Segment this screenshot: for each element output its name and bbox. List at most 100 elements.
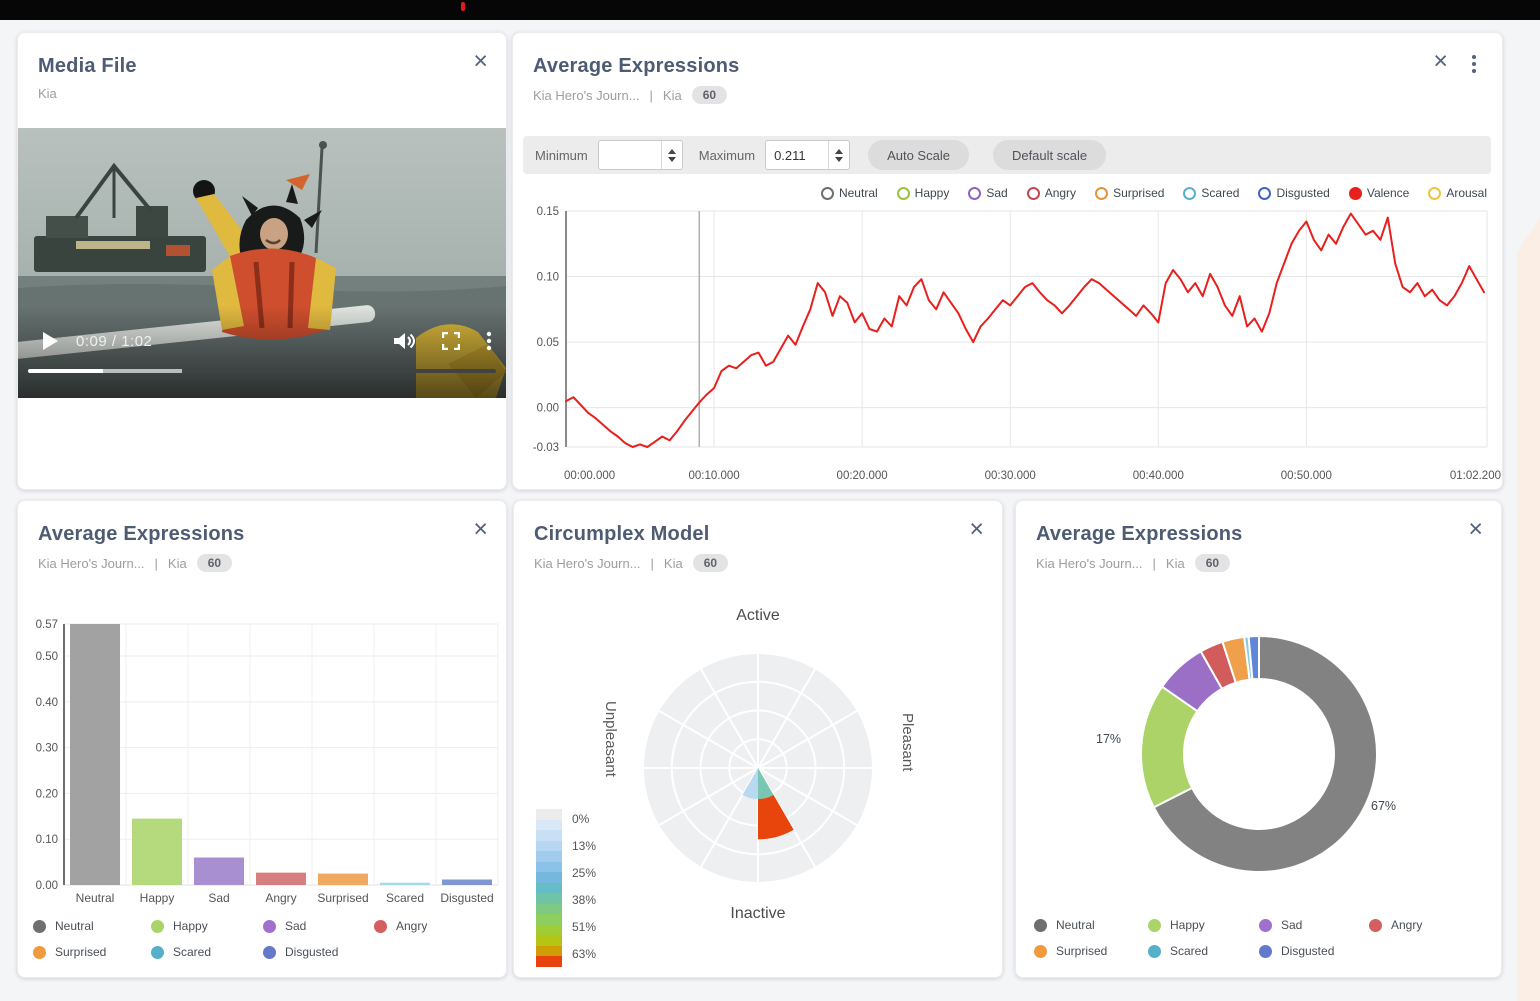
count-badge: 60 <box>692 554 729 572</box>
svg-text:0.00: 0.00 <box>537 403 559 415</box>
scale-label-51: 51% <box>572 920 597 934</box>
svg-text:Disgusted: Disgusted <box>440 891 493 905</box>
expressions-donut-chart <box>1140 634 1378 873</box>
bar-scared[interactable] <box>380 882 430 885</box>
legend-item-disgusted[interactable]: Disgusted <box>1259 944 1334 958</box>
svg-text:0.40: 0.40 <box>36 697 58 709</box>
svg-text:-0.03: -0.03 <box>533 442 559 454</box>
maximum-label: Maximum <box>698 147 756 163</box>
svg-text:00:40.000: 00:40.000 <box>1133 470 1184 482</box>
legend-item-neutral[interactable]: Neutral <box>33 919 94 933</box>
axis-label-active: Active <box>736 607 780 624</box>
legend-item-angry[interactable]: Angry <box>1369 918 1422 932</box>
side-panel-edge <box>1517 218 1540 1001</box>
separator: | <box>154 555 158 571</box>
play-button[interactable] <box>43 332 58 350</box>
svg-text:0.15: 0.15 <box>537 206 559 218</box>
svg-text:0.30: 0.30 <box>36 743 58 755</box>
timeline-marker <box>461 2 465 11</box>
panel-dataset: Kia <box>1165 555 1185 571</box>
circumplex-wedge-0 <box>742 768 758 800</box>
kebab-menu-icon[interactable] <box>1472 55 1476 73</box>
bar-disgusted[interactable] <box>442 879 492 885</box>
svg-text:0.10: 0.10 <box>537 272 559 284</box>
minimum-label: Minimum <box>535 147 588 163</box>
close-icon[interactable]: × <box>473 47 488 75</box>
legend-item-disgusted[interactable]: Disgusted <box>1258 186 1330 200</box>
legend-item-scared[interactable]: Scared <box>1148 944 1208 958</box>
legend-item-sad[interactable]: Sad <box>263 919 306 933</box>
bar-happy[interactable] <box>132 818 182 885</box>
bar-neutral[interactable] <box>70 624 120 885</box>
circumplex-model-panel: Circumplex Model Kia Hero's Journ... | K… <box>513 500 1003 978</box>
svg-text:Sad: Sad <box>208 891 229 905</box>
video-scene <box>18 128 506 398</box>
bar-angry[interactable] <box>256 872 306 885</box>
donut-callout-right: 67% <box>1371 799 1397 813</box>
count-badge: 60 <box>196 554 233 572</box>
bar-surprised[interactable] <box>318 873 368 885</box>
svg-text:Neutral: Neutral <box>76 891 115 905</box>
scale-label-13: 13% <box>572 839 597 853</box>
video-kebab-icon[interactable] <box>486 331 492 351</box>
video-timestamp: 0:09 / 1:02 <box>76 332 153 350</box>
svg-text:0.57: 0.57 <box>36 619 58 631</box>
legend-item-angry[interactable]: Angry <box>374 919 427 933</box>
average-expressions-donut-panel: Average Expressions Kia Hero's Journ... … <box>1015 500 1502 978</box>
close-icon[interactable]: × <box>1468 515 1483 543</box>
donut-slice-neutral[interactable] <box>1152 634 1378 873</box>
legend-item-surprised[interactable]: Surprised <box>1095 186 1164 200</box>
scale-controls: Minimum Maximum Auto Scale Default scale <box>523 136 1491 174</box>
legend-item-happy[interactable]: Happy <box>151 919 208 933</box>
legend-item-sad[interactable]: Sad <box>968 186 1008 200</box>
circumplex-polar-chart <box>642 652 874 884</box>
legend-item-scared[interactable]: Scared <box>1183 186 1239 200</box>
maximum-stepper[interactable] <box>828 141 849 169</box>
legend-item-arousal[interactable]: Arousal <box>1428 186 1487 200</box>
auto-scale-button[interactable]: Auto Scale <box>868 140 969 170</box>
scale-label-25: 25% <box>572 866 597 880</box>
close-icon[interactable]: × <box>1433 47 1448 75</box>
legend-item-valence[interactable]: Valence <box>1348 186 1409 200</box>
svg-text:0.00: 0.00 <box>36 880 58 892</box>
maximum-input-wrap <box>765 140 851 170</box>
legend-item-disgusted[interactable]: Disgusted <box>263 945 338 959</box>
circumplex-wedge-2 <box>758 794 794 840</box>
expressions-bar-chart: 0.57 0.50 0.40 0.30 0.20 0.10 0.00 Neutral Happy… <box>36 619 499 905</box>
close-icon[interactable]: × <box>473 515 488 543</box>
minimum-input[interactable] <box>598 141 661 169</box>
panel-title: Average Expressions <box>38 523 245 545</box>
axis-label-inactive: Inactive <box>730 905 786 922</box>
svg-text:Scared: Scared <box>386 891 424 905</box>
separator: | <box>650 555 654 571</box>
legend-item-happy[interactable]: Happy <box>1148 918 1205 932</box>
legend-item-happy[interactable]: Happy <box>896 186 949 200</box>
video-player[interactable]: 0:09 / 1:02 <box>18 128 506 398</box>
legend-item-sad[interactable]: Sad <box>1259 918 1302 932</box>
scale-label-38: 38% <box>572 893 597 907</box>
close-icon[interactable]: × <box>969 515 984 543</box>
donut-slice-disgusted[interactable] <box>1247 634 1260 681</box>
minimum-stepper[interactable] <box>660 141 682 169</box>
maximum-input[interactable] <box>766 141 829 169</box>
svg-text:Happy: Happy <box>140 891 175 905</box>
fullscreen-icon[interactable] <box>442 332 460 350</box>
separator: | <box>649 87 653 103</box>
media-file-panel: Media File Kia × <box>17 32 507 490</box>
default-scale-button[interactable]: Default scale <box>992 140 1107 170</box>
svg-text:01:02.200: 01:02.200 <box>1450 470 1501 482</box>
legend-item-neutral[interactable]: Neutral <box>1034 918 1095 932</box>
bar-sad[interactable] <box>194 857 244 885</box>
legend-item-angry[interactable]: Angry <box>1026 186 1076 200</box>
video-progress-bar[interactable] <box>28 369 496 373</box>
top-black-bar <box>0 0 1540 20</box>
volume-icon[interactable] <box>394 332 416 350</box>
legend-item-scared[interactable]: Scared <box>151 945 211 959</box>
axis-label-unpleasant: Unpleasant <box>602 701 619 777</box>
legend-item-surprised[interactable]: Surprised <box>33 945 106 959</box>
legend-item-neutral[interactable]: Neutral <box>820 186 878 200</box>
legend-item-surprised[interactable]: Surprised <box>1034 944 1107 958</box>
panel-source: Kia Hero's Journ... <box>1036 555 1143 571</box>
panel-source: Kia Hero's Journ... <box>38 555 145 571</box>
count-badge: 60 <box>1194 554 1231 572</box>
